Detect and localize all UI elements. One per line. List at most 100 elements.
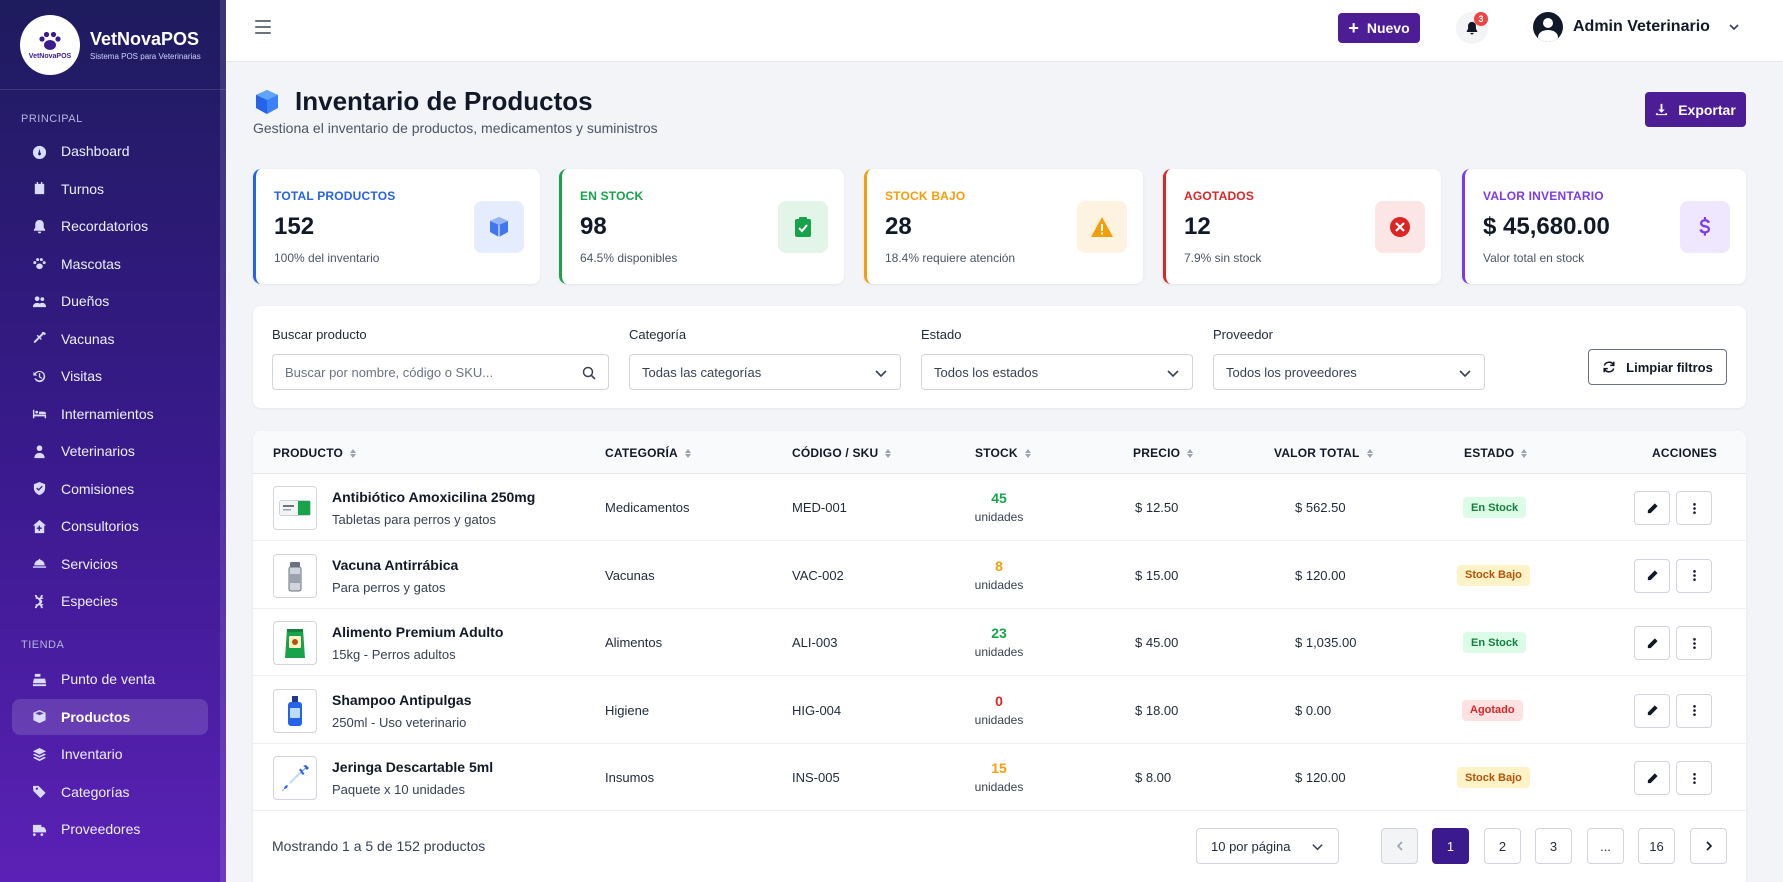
sidebar-item-comisiones[interactable]: Comisiones bbox=[12, 471, 208, 507]
table-row[interactable]: Alimento Premium Adulto 15kg - Perros adu… bbox=[253, 609, 1746, 676]
sidebar-item-proveedores[interactable]: Proveedores bbox=[12, 811, 208, 847]
next-page-button[interactable] bbox=[1690, 828, 1727, 864]
edit-button[interactable] bbox=[1634, 761, 1670, 795]
sidebar-item-duenos[interactable]: Dueños bbox=[12, 283, 208, 319]
edit-button[interactable] bbox=[1634, 626, 1670, 660]
sidebar-item-servicios[interactable]: Servicios bbox=[12, 546, 208, 582]
menu-toggle-icon[interactable] bbox=[255, 20, 271, 34]
column-header[interactable]: VALOR TOTAL bbox=[1274, 446, 1373, 460]
page-number: 3 bbox=[1549, 838, 1558, 854]
stat-label: AGOTADOS bbox=[1184, 189, 1255, 203]
new-button[interactable]: + Nuevo bbox=[1338, 13, 1420, 43]
column-header[interactable]: CÓDIGO / SKU bbox=[792, 446, 892, 460]
table-row[interactable]: Antibiótico Amoxicilina 250mg Tabletas pa… bbox=[253, 474, 1746, 541]
pencil-icon bbox=[1647, 502, 1658, 513]
chevron-down-icon bbox=[1459, 370, 1471, 378]
more-actions-button[interactable] bbox=[1676, 693, 1712, 728]
page-number: 16 bbox=[1649, 838, 1664, 854]
sidebar-item-dashboard[interactable]: Dashboard bbox=[12, 133, 208, 169]
sidebar-item-mascotas[interactable]: Mascotas bbox=[12, 246, 208, 282]
plus-icon: + bbox=[1348, 18, 1359, 38]
status-badge: En Stock bbox=[1463, 497, 1527, 518]
supplier-select[interactable]: Todos los proveedores bbox=[1213, 354, 1485, 390]
column-header-label: PRECIO bbox=[1133, 446, 1181, 460]
search-input[interactable] bbox=[285, 364, 575, 380]
pencil-icon bbox=[1647, 772, 1658, 783]
sidebar-item-inventario[interactable]: Inventario bbox=[12, 736, 208, 772]
sidebar-item-categorias[interactable]: Categorías bbox=[12, 774, 208, 810]
page-button-1[interactable]: 1 bbox=[1432, 828, 1469, 864]
stock-number: 45 bbox=[991, 490, 1007, 506]
brand[interactable]: VetNovaPOS VetNovaPOS Sistema POS para V… bbox=[0, 0, 226, 90]
status-select[interactable]: Todos los estados bbox=[921, 354, 1193, 390]
product-total: $ 562.50 bbox=[1295, 500, 1346, 515]
category-label: Categoría bbox=[629, 327, 687, 342]
product-total: $ 120.00 bbox=[1295, 770, 1346, 785]
page-button-2[interactable]: 2 bbox=[1484, 828, 1521, 864]
column-header[interactable]: PRECIO bbox=[1133, 446, 1194, 460]
sidebar-item-productos[interactable]: Productos bbox=[12, 698, 208, 735]
syringe-icon bbox=[282, 765, 309, 791]
search-box[interactable] bbox=[272, 354, 609, 390]
product-thumbnail bbox=[273, 553, 317, 598]
sidebar-item-recordatorios[interactable]: Recordatorios bbox=[12, 208, 208, 244]
history-icon bbox=[33, 370, 46, 382]
x-circle-icon bbox=[1390, 217, 1410, 237]
column-header[interactable]: ESTADO bbox=[1464, 446, 1528, 460]
vertical-dots-icon bbox=[1692, 570, 1696, 581]
sidebar-item-internamientos[interactable]: Internamientos bbox=[12, 396, 208, 432]
column-header[interactable]: STOCK bbox=[975, 446, 1031, 460]
more-actions-button[interactable] bbox=[1676, 558, 1712, 593]
search-label: Buscar producto bbox=[272, 327, 367, 342]
stat-card-agotados: AGOTADOS 12 7.9% sin stock bbox=[1163, 169, 1441, 284]
product-total: $ 1,035.00 bbox=[1295, 635, 1357, 650]
sidebar-item-turnos[interactable]: Turnos bbox=[12, 171, 208, 207]
more-actions-button[interactable] bbox=[1676, 626, 1712, 660]
sidebar-item-vacunas[interactable]: Vacunas bbox=[12, 321, 208, 357]
product-description: 15kg - Perros adultos bbox=[332, 647, 456, 662]
brand-subtitle: Sistema POS para Veterinarias bbox=[90, 51, 201, 61]
product-name[interactable]: Jeringa Descartable 5ml bbox=[332, 759, 494, 775]
page-button-3[interactable]: 3 bbox=[1535, 828, 1572, 864]
filters-panel: Buscar producto Categoría Todas las cate… bbox=[253, 306, 1746, 408]
clear-filters-button[interactable]: Limpiar filtros bbox=[1588, 349, 1727, 385]
product-name[interactable]: Vacuna Antirrábica bbox=[332, 556, 459, 573]
product-category: Vacunas bbox=[605, 567, 655, 583]
column-header[interactable]: CATEGORÍA bbox=[605, 446, 691, 460]
sidebar-item-visitas[interactable]: Visitas bbox=[12, 358, 208, 394]
sort-icon bbox=[1187, 448, 1194, 458]
product-total: $ 0.00 bbox=[1295, 702, 1332, 718]
edit-button[interactable] bbox=[1634, 693, 1670, 728]
export-button[interactable]: Exportar bbox=[1645, 92, 1746, 127]
box-icon bbox=[33, 709, 46, 724]
more-actions-button[interactable] bbox=[1676, 761, 1712, 795]
sidebar-item-label: Comisiones bbox=[61, 480, 135, 497]
product-name[interactable]: Alimento Premium Adulto bbox=[332, 624, 504, 640]
table-row[interactable]: Vacuna Antirrábica Para perros y gatos Vac… bbox=[253, 542, 1746, 609]
table-row[interactable]: Shampoo Antipulgas 250ml - Uso veterinari… bbox=[253, 677, 1746, 744]
clipboard-check-icon bbox=[795, 217, 811, 237]
sidebar-item-consultorios[interactable]: Consultorios bbox=[12, 508, 208, 544]
stat-value: 152 bbox=[274, 213, 315, 240]
category-select[interactable]: Todas las categorías bbox=[629, 354, 901, 390]
product-description: Tabletas para perros y gatos bbox=[332, 512, 497, 527]
table-row[interactable]: Jeringa Descartable 5ml Paquete x 10 unid… bbox=[253, 744, 1746, 811]
more-actions-button[interactable] bbox=[1676, 491, 1712, 525]
search-icon bbox=[582, 366, 596, 380]
column-header[interactable]: PRODUCTO bbox=[273, 446, 357, 460]
sidebar-item-label: Vacunas bbox=[61, 330, 115, 347]
product-stock: 8 unidades bbox=[959, 558, 1039, 592]
sidebar-item-veterinarios[interactable]: Veterinarios bbox=[12, 433, 208, 469]
per-page-select[interactable]: 10 por página bbox=[1196, 828, 1339, 864]
sidebar-item-especies[interactable]: Especies bbox=[12, 583, 208, 619]
calendar-icon bbox=[34, 181, 45, 195]
user-menu[interactable]: Admin Veterinario bbox=[1533, 12, 1740, 42]
page-button-16[interactable]: 16 bbox=[1638, 828, 1675, 864]
product-name[interactable]: Shampoo Antipulgas bbox=[332, 691, 472, 708]
prev-page-button[interactable] bbox=[1381, 828, 1418, 864]
product-name[interactable]: Antibiótico Amoxicilina 250mg bbox=[332, 489, 536, 505]
edit-button[interactable] bbox=[1634, 491, 1670, 525]
edit-button[interactable] bbox=[1634, 558, 1670, 593]
product-category: Alimentos bbox=[605, 635, 663, 650]
sidebar-item-punto-de-venta[interactable]: Punto de venta bbox=[12, 661, 208, 697]
